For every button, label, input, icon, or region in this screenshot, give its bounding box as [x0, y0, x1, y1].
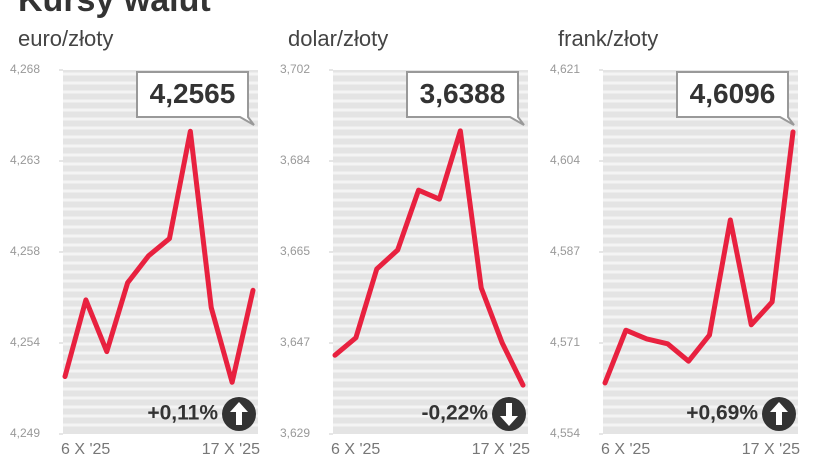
plot-background [333, 70, 528, 434]
current-value: 4,6096 [690, 78, 776, 109]
x-tick-label: 17 X '25 [472, 441, 530, 458]
y-tick-label: 4,554 [550, 426, 580, 440]
y-tick-label: 4,258 [10, 244, 40, 258]
x-tick-label: 17 X '25 [202, 441, 260, 458]
page-title: Kursy walut [18, 0, 211, 19]
y-tick-label: 4,587 [550, 244, 580, 258]
x-tick-label: 17 X '25 [742, 441, 800, 458]
price-line [332, 128, 526, 388]
current-value: 3,6388 [420, 78, 506, 109]
direction-arrow [770, 402, 788, 425]
panel-title: euro/złoty [18, 26, 113, 51]
plot-background [63, 70, 258, 434]
y-tick-label: 4,621 [550, 62, 580, 76]
current-value: 4,2565 [150, 78, 236, 109]
panel-title: frank/złoty [558, 26, 658, 51]
y-tick-label: 3,647 [280, 335, 310, 349]
y-tick-label: 3,684 [280, 153, 310, 167]
x-tick-label: 6 X '25 [61, 441, 110, 458]
price-line [602, 129, 796, 386]
change-value: -0,22% [421, 402, 488, 425]
callout-box [136, 71, 255, 126]
change-value: +0,11% [147, 402, 218, 425]
change-value: +0,69% [686, 402, 758, 425]
x-tick-label: 6 X '25 [601, 441, 650, 458]
y-tick-label: 3,665 [280, 244, 310, 258]
y-tick-label: 4,571 [550, 335, 580, 349]
y-tick-label: 4,249 [10, 426, 40, 440]
y-tick-label: 3,629 [280, 426, 310, 440]
panel-title: dolar/złoty [288, 26, 388, 51]
x-tick-label: 6 X '25 [331, 441, 380, 458]
price-line [62, 128, 256, 385]
y-tick-label: 3,702 [280, 62, 310, 76]
y-tick-label: 4,263 [10, 153, 40, 167]
callout-box [676, 71, 795, 126]
callout-box [406, 71, 525, 126]
direction-arrow [230, 402, 248, 425]
plot-background [603, 70, 798, 434]
y-tick-label: 4,604 [550, 153, 580, 167]
y-tick-label: 4,268 [10, 62, 40, 76]
direction-arrow [500, 403, 518, 426]
y-tick-label: 4,254 [10, 335, 40, 349]
